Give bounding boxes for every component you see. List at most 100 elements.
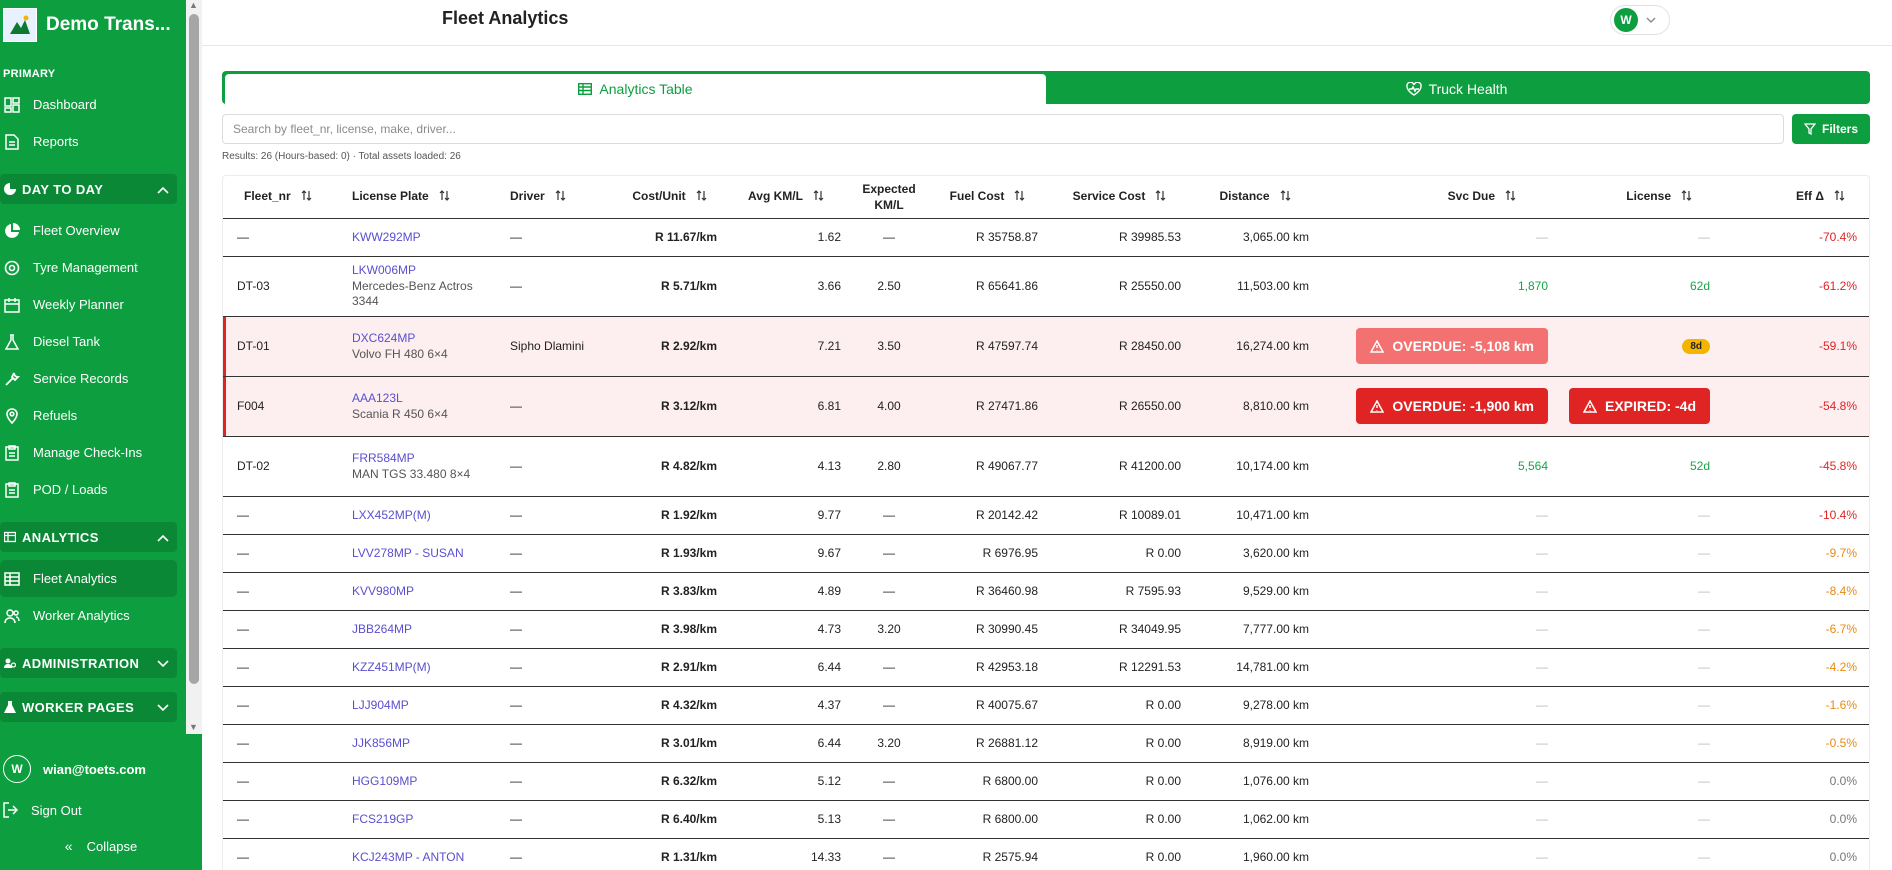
- sidebar-item-manage-check-ins[interactable]: Manage Check-Ins: [0, 434, 186, 471]
- cell-avg-kml: 5.12: [721, 762, 851, 801]
- table-row[interactable]: F004 AAA123L Scania R 450 6×4 — R 3.12/km 6.8…: [223, 376, 1869, 437]
- sidebar-item-pod-loads[interactable]: POD / Loads: [0, 471, 186, 508]
- flask-icon: [4, 701, 16, 713]
- license-value: 62d: [1689, 279, 1710, 293]
- section-day-to-day[interactable]: DAY TO DAY: [0, 174, 177, 204]
- table-row[interactable]: — KCJ243MP - ANTON — R 1.31/km 14.33 — R 2575.…: [223, 838, 1869, 870]
- license-plate-link[interactable]: LXX452MP(M): [352, 508, 431, 522]
- table-row[interactable]: — LXX452MP(M) — R 1.92/km 9.77 — R 20142.42 R 1…: [223, 496, 1869, 535]
- sidebar-item-reports[interactable]: Reports: [0, 123, 186, 160]
- sidebar-item-weekly-planner[interactable]: Weekly Planner: [0, 286, 186, 323]
- sidebar-item-dashboard[interactable]: Dashboard: [0, 86, 186, 123]
- sidebar-item-fleet-analytics[interactable]: Fleet Analytics: [0, 560, 177, 597]
- tab-analytics-table[interactable]: Analytics Table: [225, 74, 1046, 104]
- sidebar-item-tyre-management[interactable]: Tyre Management: [0, 249, 186, 286]
- efficiency-delta: 0.0%: [1829, 850, 1857, 864]
- column-header[interactable]: Driver: [506, 176, 618, 218]
- license-plate-link[interactable]: JJK856MP: [352, 736, 411, 750]
- column-header[interactable]: Avg KM/L: [721, 176, 851, 218]
- cost-per-unit: R 1.93/km: [660, 546, 717, 560]
- collapse-button[interactable]: « Collapse: [0, 828, 202, 864]
- cell-distance: 1,076.00 km: [1191, 762, 1319, 801]
- cell-expected-kml: 2.80: [851, 436, 927, 497]
- column-header[interactable]: Cost/Unit: [618, 176, 721, 218]
- filters-button[interactable]: Filters: [1792, 114, 1870, 144]
- license-plate-link[interactable]: KWW292MP: [352, 230, 421, 244]
- overdue-badge[interactable]: OVERDUE: -1,900 km: [1356, 388, 1548, 424]
- table-row[interactable]: — JJK856MP — R 3.01/km 6.44 3.20 R 26881.12 R 0…: [223, 724, 1869, 763]
- license-plate-link[interactable]: AAA123L: [352, 390, 403, 405]
- section-administration[interactable]: ADMINISTRATION: [0, 648, 177, 678]
- tab-truck-health[interactable]: Truck Health: [1046, 74, 1867, 104]
- sort-icon[interactable]: [1834, 190, 1845, 204]
- column-header[interactable]: License: [1556, 176, 1736, 218]
- search-input[interactable]: [222, 114, 1784, 144]
- license-value: —: [1698, 736, 1710, 750]
- sort-icon[interactable]: [301, 190, 312, 204]
- license-plate-link[interactable]: FRR584MP: [352, 450, 415, 465]
- table-row[interactable]: DT-01 DXC624MP Volvo FH 480 6×4 Sipho Dlami…: [223, 316, 1869, 377]
- table-row[interactable]: — KVV980MP — R 3.83/km 4.89 — R 36460.98 R 7595…: [223, 572, 1869, 611]
- sort-icon[interactable]: [1155, 190, 1166, 204]
- tab-label: Truck Health: [1428, 81, 1508, 97]
- sidebar-item-refuels[interactable]: Refuels: [0, 397, 186, 434]
- license-plate-link[interactable]: LVV278MP - SUSAN: [352, 546, 464, 560]
- sidebar-item-label: Tyre Management: [33, 260, 138, 275]
- column-header[interactable]: Fuel Cost: [927, 176, 1048, 218]
- license-plate-link[interactable]: LJJ904MP: [352, 698, 409, 712]
- section-analytics[interactable]: ANALYTICS: [0, 522, 177, 552]
- sort-icon[interactable]: [1681, 190, 1692, 204]
- column-header[interactable]: Svc Due: [1319, 176, 1556, 218]
- column-header[interactable]: Distance: [1191, 176, 1319, 218]
- table-row[interactable]: — HGG109MP — R 6.32/km 5.12 — R 6800.00 R 0.00 1…: [223, 762, 1869, 801]
- table-row[interactable]: — KWW292MP — R 11.67/km 1.62 — R 35758.87 R 399…: [223, 218, 1869, 257]
- brand[interactable]: Demo Trans...: [0, 0, 186, 50]
- table-row[interactable]: DT-03 LKW006MP Mercedes-Benz Actros 3344 — R…: [223, 256, 1869, 317]
- cell-avg-kml: 3.66: [721, 256, 851, 317]
- license-plate-link[interactable]: JBB264MP: [352, 622, 413, 636]
- column-header[interactable]: Fleet_nr: [223, 176, 344, 218]
- expired-badge[interactable]: EXPIRED: -4d: [1568, 388, 1710, 424]
- table-row[interactable]: DT-02 FRR584MP MAN TGS 33.480 8×4 — R 4.82/k…: [223, 436, 1869, 497]
- table-row[interactable]: — JBB264MP — R 3.98/km 4.73 3.20 R 30990.45 R 3…: [223, 610, 1869, 649]
- sidebar-item-worker-analytics[interactable]: Worker Analytics: [0, 597, 186, 634]
- cell-driver: —: [506, 838, 618, 870]
- scroll-up-arrow-icon[interactable]: ▲: [189, 0, 198, 10]
- sort-icon[interactable]: [1014, 190, 1025, 204]
- sort-icon[interactable]: [1280, 190, 1291, 204]
- license-plate-link[interactable]: KVV980MP: [352, 584, 415, 598]
- user-profile[interactable]: W wian@toets.com: [0, 750, 202, 788]
- fuel-cost: R 30990.45: [975, 622, 1038, 636]
- section-worker-pages[interactable]: WORKER PAGES: [0, 692, 177, 722]
- sidebar-item-diesel-tank[interactable]: Diesel Tank: [0, 323, 186, 360]
- sort-icon[interactable]: [555, 190, 566, 204]
- sort-icon[interactable]: [1505, 190, 1516, 204]
- license-plate-link[interactable]: KZZ451MP(M): [352, 660, 431, 674]
- table-row[interactable]: — LJJ904MP — R 4.32/km 4.37 — R 40075.67 R 0.00…: [223, 686, 1869, 725]
- column-header[interactable]: Service Cost: [1048, 176, 1191, 218]
- license-plate-link[interactable]: KCJ243MP - ANTON: [352, 850, 465, 864]
- column-header[interactable]: License Plate: [344, 176, 506, 218]
- license-plate-link[interactable]: DXC624MP: [352, 330, 416, 345]
- sort-icon[interactable]: [439, 190, 450, 204]
- table-row[interactable]: — KZZ451MP(M) — R 2.91/km 6.44 — R 42953.18 R 1…: [223, 648, 1869, 687]
- sidebar-item-fleet-overview[interactable]: Fleet Overview: [0, 212, 186, 249]
- sidebar-item-service-records[interactable]: Service Records: [0, 360, 186, 397]
- license-plate-link[interactable]: FCS219GP: [352, 812, 414, 826]
- overdue-badge[interactable]: OVERDUE: -5,108 km: [1356, 328, 1548, 364]
- table-row[interactable]: — LVV278MP - SUSAN — R 1.93/km 9.67 — R 6976.9…: [223, 534, 1869, 573]
- sort-icon[interactable]: [696, 190, 707, 204]
- scroll-down-arrow-icon[interactable]: ▼: [189, 722, 198, 732]
- scrollbar-thumb[interactable]: [189, 14, 199, 684]
- cell-expected-kml: —: [851, 534, 927, 573]
- column-header[interactable]: Expected KM/L: [851, 176, 927, 218]
- sidebar-scrollbar[interactable]: ▲ ▼: [186, 0, 202, 734]
- column-header[interactable]: Eff Δ: [1736, 176, 1869, 218]
- license-plate-link[interactable]: HGG109MP: [352, 774, 418, 788]
- license-plate-link[interactable]: LKW006MP: [352, 263, 417, 277]
- table-row[interactable]: — FCS219GP — R 6.40/km 5.13 — R 6800.00 R 0.00 1…: [223, 800, 1869, 839]
- svc-due-value: —: [1536, 736, 1548, 750]
- sign-out-button[interactable]: Sign Out: [0, 792, 202, 828]
- sort-icon[interactable]: [813, 190, 824, 204]
- profile-menu-button[interactable]: W: [1610, 5, 1670, 35]
